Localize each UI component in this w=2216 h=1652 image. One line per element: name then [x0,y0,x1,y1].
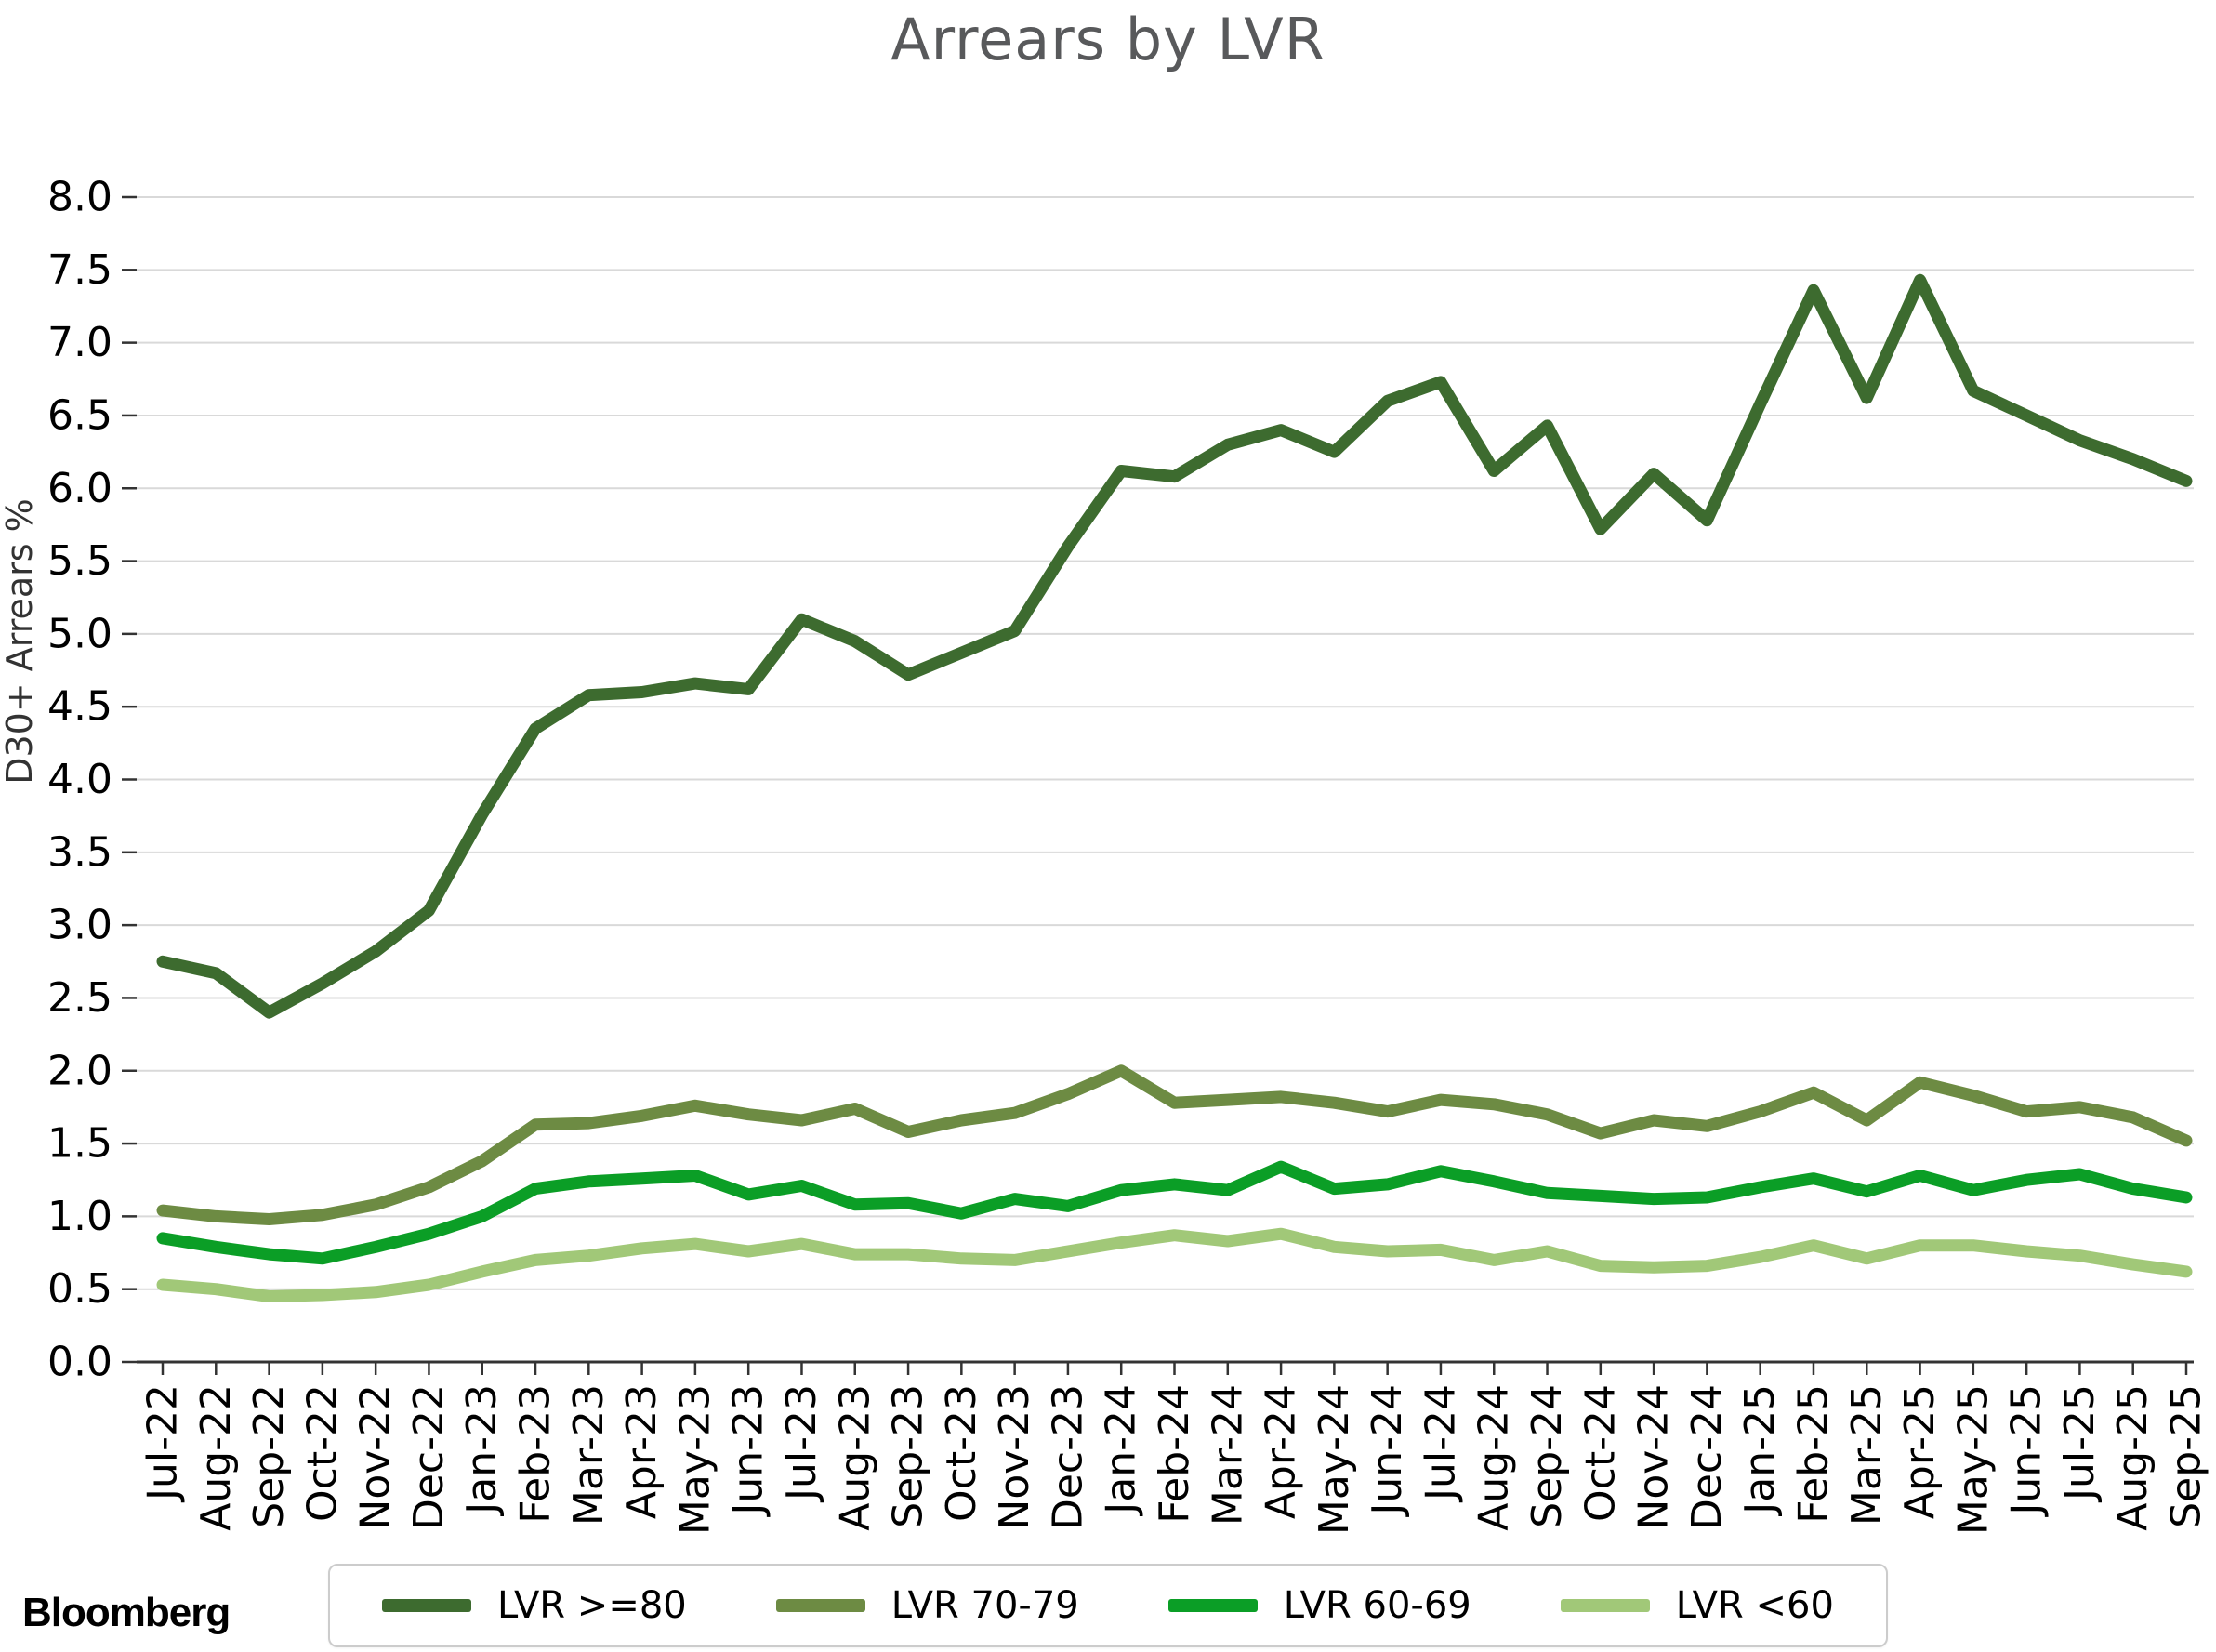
svg-text:1.5: 1.5 [47,1120,112,1168]
series-line-lvr-80 [156,273,2193,1019]
svg-text:Jul-23: Jul-23 [778,1384,825,1503]
svg-text:Aug-24: Aug-24 [1471,1384,1518,1531]
svg-text:Jan-25: Jan-25 [1736,1384,1784,1517]
legend: LVR >=80 LVR 70-79 LVR 60-69 LVR <60 [0,1564,2216,1647]
svg-text:Jan-24: Jan-24 [1098,1384,1145,1517]
svg-text:2.5: 2.5 [47,974,112,1022]
legend-item-lvr-60-69: LVR 60-69 [1167,1584,1471,1627]
svg-text:6.0: 6.0 [47,465,112,512]
svg-text:Mar-24: Mar-24 [1204,1384,1251,1526]
svg-text:Apr-23: Apr-23 [618,1384,666,1519]
svg-text:Oct-23: Oct-23 [938,1384,985,1522]
svg-text:Jul-24: Jul-24 [1417,1384,1464,1503]
svg-text:Feb-23: Feb-23 [512,1384,560,1524]
svg-text:4.0: 4.0 [47,756,112,803]
chart-title: Arrears by LVR [890,6,1326,73]
legend-item-lvr-gte-80: LVR >=80 [382,1584,687,1627]
svg-text:Apr-25: Apr-25 [1896,1384,1944,1519]
svg-text:Jun-23: Jun-23 [725,1384,772,1518]
svg-text:Jan-23: Jan-23 [458,1384,506,1517]
legend-item-lvr-lt-60: LVR <60 [1560,1584,1834,1627]
series-line-lvr-70-79 [156,1064,2193,1225]
legend-swatch-lvr-gte-80 [382,1599,472,1612]
svg-text:Feb-24: Feb-24 [1151,1384,1198,1524]
svg-text:Aug-23: Aug-23 [831,1384,878,1531]
legend-item-lvr-70-79: LVR 70-79 [775,1584,1079,1627]
svg-text:May-24: May-24 [1311,1384,1358,1535]
svg-text:5.0: 5.0 [47,610,112,657]
svg-text:Oct-24: Oct-24 [1576,1384,1624,1522]
svg-text:Jul-22: Jul-22 [139,1384,187,1503]
axes [122,195,2194,1375]
bloomberg-logo: Bloomberg [22,1590,231,1635]
legend-label: LVR <60 [1675,1584,1834,1627]
svg-text:6.5: 6.5 [47,391,112,439]
svg-text:Nov-23: Nov-23 [991,1384,1038,1530]
svg-text:Jun-25: Jun-25 [2003,1384,2051,1518]
svg-text:Jun-24: Jun-24 [1364,1384,1411,1518]
svg-text:Feb-25: Feb-25 [1789,1384,1837,1524]
x-axis-tick-labels: Jul-22 Aug-22 Sep-22 Oct-22 Nov-22 Dec-22 Jan-… [139,1384,2210,1535]
svg-text:Oct-22: Oct-22 [298,1384,346,1522]
legend-swatch-lvr-60-69 [1167,1599,1258,1612]
legend-swatch-lvr-70-79 [775,1599,865,1612]
svg-text:Sep-25: Sep-25 [2163,1384,2210,1528]
legend-swatch-lvr-lt-60 [1560,1599,1650,1612]
data-series-lines [156,273,2193,1302]
svg-text:Apr-24: Apr-24 [1258,1384,1305,1519]
svg-text:Dec-23: Dec-23 [1044,1384,1091,1530]
legend-label: LVR 60-69 [1283,1584,1471,1627]
legend-label: LVR 70-79 [890,1584,1079,1627]
svg-text:Aug-22: Aug-22 [192,1384,240,1531]
svg-text:7.0: 7.0 [47,319,112,366]
svg-text:3.0: 3.0 [47,902,112,949]
svg-text:5.5: 5.5 [47,537,112,585]
svg-text:Mar-23: Mar-23 [565,1384,613,1526]
svg-text:0.0: 0.0 [47,1339,112,1386]
series-line-lvr-60-69 [156,1160,2193,1265]
svg-text:7.5: 7.5 [47,246,112,294]
svg-text:Nov-22: Nov-22 [352,1384,400,1530]
svg-text:1.0: 1.0 [47,1193,112,1240]
svg-text:Aug-25: Aug-25 [2109,1384,2157,1531]
svg-text:Sep-24: Sep-24 [1524,1384,1571,1528]
legend-label: LVR >=80 [497,1584,687,1627]
series-line-lvr-60 [156,1227,2193,1302]
svg-text:4.5: 4.5 [47,683,112,731]
svg-text:0.5: 0.5 [47,1265,112,1313]
svg-text:Nov-24: Nov-24 [1630,1384,1678,1530]
svg-text:May-23: May-23 [671,1384,719,1535]
svg-text:Mar-25: Mar-25 [1843,1384,1891,1526]
legend-box: LVR >=80 LVR 70-79 LVR 60-69 LVR <60 [328,1564,1888,1647]
svg-text:2.0: 2.0 [47,1047,112,1094]
y-axis-tick-labels: 0.0 0.5 1.0 1.5 2.0 2.5 3.0 3.5 4.0 4.5 5.0 5.5 6.0 6… [47,174,112,1386]
svg-text:May-25: May-25 [1949,1384,1997,1535]
y-axis-label: D30+ Arrears % [0,498,40,785]
svg-text:Dec-22: Dec-22 [405,1384,453,1530]
svg-text:Sep-22: Sep-22 [245,1384,293,1528]
svg-text:3.5: 3.5 [47,828,112,876]
svg-text:Sep-23: Sep-23 [885,1384,932,1528]
svg-text:Dec-24: Dec-24 [1683,1384,1731,1530]
svg-text:Jul-25: Jul-25 [2056,1384,2104,1503]
svg-text:8.0: 8.0 [47,174,112,221]
